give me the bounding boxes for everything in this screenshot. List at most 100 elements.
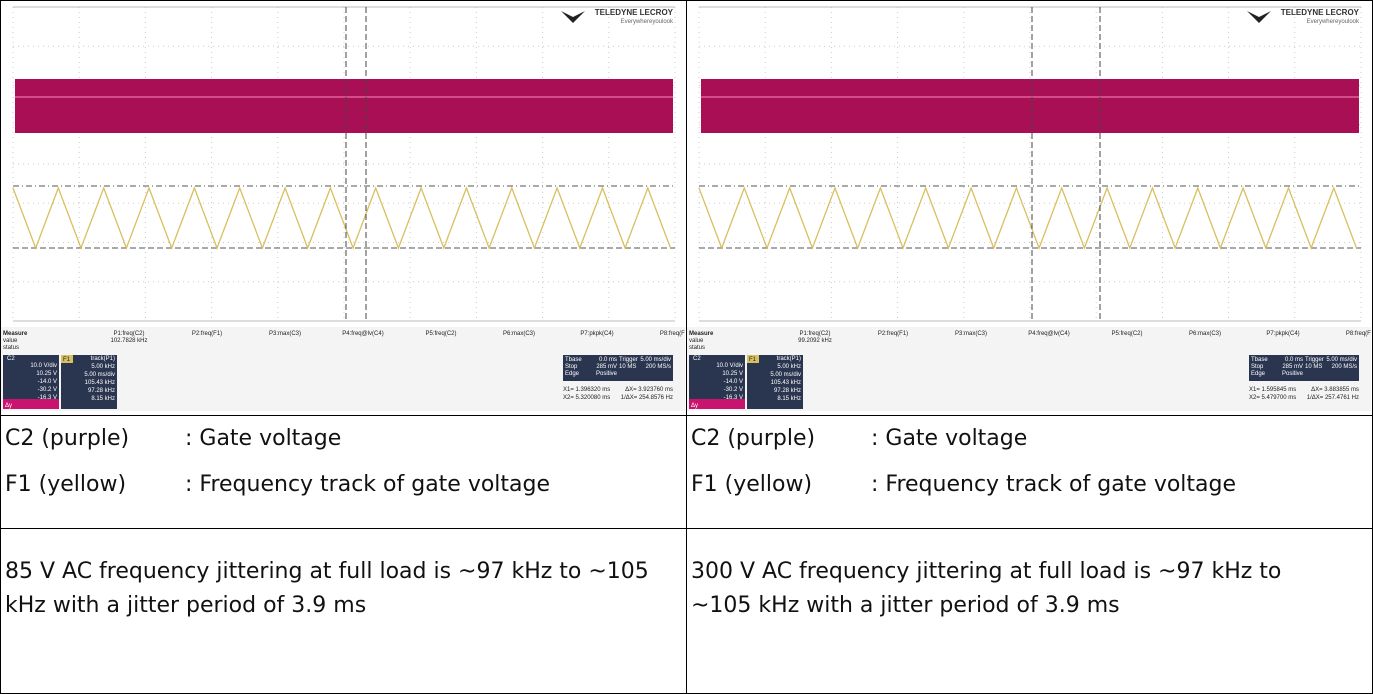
legend-name: F1 (yellow) bbox=[691, 472, 813, 497]
c2-name: C2 bbox=[7, 356, 15, 362]
cursor-readout: X1= 1.396320 ms bbox=[563, 387, 610, 393]
legend-name: C2 (purple) bbox=[5, 426, 130, 451]
f1-line: track(P1) bbox=[777, 356, 801, 362]
scope-screen: TELEDYNE LECROY Everywhereyoulook Measurev… bbox=[687, 1, 1373, 411]
caption: 85 V AC frequency jittering at full load… bbox=[5, 559, 649, 618]
cursor-readout: ΔX= 3.923760 ms bbox=[625, 387, 673, 393]
f1-line: track(P1) bbox=[91, 356, 115, 362]
gate-voltage-trace bbox=[701, 79, 1359, 133]
cursor-readout: 1/ΔX= 254.8576 Hz bbox=[621, 395, 673, 401]
scope-cell: TELEDYNE LECROY Everywhereyoulook Measure v… bbox=[686, 0, 1373, 416]
timebase-text: 285 mV bbox=[596, 364, 617, 370]
param-label: P6:max(C3) bbox=[503, 331, 535, 337]
legend-row: F1 (yellow): Frequency track of gate vol… bbox=[5, 462, 686, 508]
tagline: Everywhereyoulook bbox=[1307, 19, 1360, 25]
scope-cell: TELEDYNE LECROY Everywhereyoulook Measure v… bbox=[0, 0, 690, 416]
f1-line: 105.43 kHz bbox=[85, 380, 115, 386]
c2-box-accent bbox=[3, 399, 59, 409]
timebase-box bbox=[1249, 355, 1359, 381]
gate-voltage-trace bbox=[15, 79, 673, 133]
tagline: Everywhereyoulook bbox=[621, 19, 674, 25]
scope-screen: TELEDYNE LECROY Everywhereyoulook Measurev… bbox=[1, 1, 690, 411]
f1-name: F1 bbox=[63, 357, 71, 363]
timebase-text: 5.00 ms/div bbox=[1326, 357, 1357, 363]
f1-line: 105.43 kHz bbox=[771, 380, 801, 386]
timebase-text: Tbase bbox=[1251, 357, 1268, 363]
f1-line: 97.28 kHz bbox=[774, 388, 801, 394]
c2-line: -16.3 V bbox=[724, 395, 743, 401]
f1-line: 5.00 ms/div bbox=[770, 372, 801, 378]
param-label: P2:freq(F1) bbox=[878, 331, 908, 337]
legend-name: F1 (yellow) bbox=[5, 472, 127, 497]
param-label: P8:freq(F1) bbox=[1346, 331, 1371, 337]
timebase-text: Trigger bbox=[619, 357, 638, 363]
frequency-track-trace bbox=[698, 186, 1358, 250]
c2-line: -16.3 V bbox=[38, 395, 57, 401]
measure-label: value bbox=[689, 338, 704, 344]
legend-row: F1 (yellow) : Frequency track of gate vol… bbox=[691, 462, 1372, 508]
param-label: P3:max(C3) bbox=[269, 331, 301, 337]
frequency-track-trace bbox=[12, 186, 672, 250]
c2-box-accent bbox=[689, 399, 745, 409]
caption: 300 V AC frequency jittering at full loa… bbox=[691, 559, 1282, 618]
legend-desc: : Frequency track of gate voltage bbox=[871, 472, 1237, 497]
f1-line: 5.00 kHz bbox=[91, 364, 115, 370]
legend-cell: C2 (purple): Gate voltage F1 (yellow): Fr… bbox=[686, 415, 1373, 529]
f1-name: F1 bbox=[749, 357, 757, 363]
timebase-text: 285 mV bbox=[1282, 364, 1303, 370]
timebase-text: 10 MS bbox=[1305, 364, 1322, 370]
brand: TELEDYNE LECROY bbox=[595, 8, 674, 17]
param-label: P6:max(C3) bbox=[1189, 331, 1221, 337]
c2-line: -30.2 V bbox=[724, 387, 743, 393]
timebase-text: Edge bbox=[1251, 371, 1266, 377]
c2-line: 10.0 V/div bbox=[716, 363, 743, 369]
c2-line: 10.25 V bbox=[722, 371, 743, 377]
f1-box bbox=[747, 355, 803, 409]
f1-line: 5.00 kHz bbox=[777, 364, 801, 370]
c2-line: -14.0 V bbox=[724, 379, 743, 385]
param-label: P4:freq@lv(C4) bbox=[1028, 331, 1069, 337]
measure-label: status bbox=[689, 345, 705, 351]
timebase-text: 10 MS bbox=[619, 364, 636, 370]
param-label: P2:freq(F1) bbox=[192, 331, 222, 337]
legend-desc: : Gate voltage bbox=[185, 426, 342, 451]
timebase-box bbox=[563, 355, 673, 381]
param-label: P5:freq(C2) bbox=[425, 331, 456, 337]
param-label: P1:freq(C2) bbox=[799, 331, 830, 337]
param-value: 102.7828 kHz bbox=[110, 338, 147, 344]
f1-line: 8.15 kHz bbox=[777, 396, 801, 402]
f1-line: 97.28 kHz bbox=[88, 388, 115, 394]
timebase-text: Trigger bbox=[1305, 357, 1324, 363]
f1-tag bbox=[747, 355, 759, 363]
c2-line: 10.25 V bbox=[36, 371, 57, 377]
dy-label: Δy bbox=[5, 403, 12, 409]
measure-label: Measure bbox=[3, 331, 28, 337]
timebase-text: 0.0 ms bbox=[599, 357, 617, 363]
timebase-text: Stop bbox=[565, 364, 578, 370]
param-label: P5:freq(C2) bbox=[1111, 331, 1142, 337]
f1-box bbox=[61, 355, 117, 409]
legend-row: C2 (purple) : Gate voltage bbox=[5, 416, 686, 462]
brand-logo bbox=[1247, 11, 1271, 23]
caption-cell: 300 V AC frequency jittering at full loa… bbox=[686, 528, 1373, 694]
param-label: P4:freq@lv(C4) bbox=[342, 331, 383, 337]
param-label: P1:freq(C2) bbox=[113, 331, 144, 337]
param-label: P7:pkpk(C4) bbox=[1266, 331, 1299, 337]
c2-name: C2 bbox=[693, 356, 701, 362]
legend-desc: : Gate voltage bbox=[871, 426, 1028, 451]
c2-line: -30.2 V bbox=[38, 387, 57, 393]
c2-line: -14.0 V bbox=[38, 379, 57, 385]
timebase-text: Positive bbox=[1282, 371, 1304, 377]
param-label: P8:freq(F1) bbox=[660, 331, 685, 337]
timebase-text: 0.0 ms bbox=[1285, 357, 1303, 363]
timebase-text: 5.00 ms/div bbox=[640, 357, 671, 363]
param-label: P3:max(C3) bbox=[955, 331, 987, 337]
cursor-readout: X2= 5.479700 ms bbox=[1249, 395, 1296, 401]
measure-label: value bbox=[3, 338, 18, 344]
f1-line: 5.00 ms/div bbox=[84, 372, 115, 378]
param-value: 99.2092 kHz bbox=[798, 338, 832, 344]
legend-cell: C2 (purple) : Gate voltage F1 (yellow): Fr… bbox=[0, 415, 687, 529]
caption-cell: 85 V AC frequency jittering at full load… bbox=[0, 528, 687, 694]
timebase-text: Positive bbox=[596, 371, 618, 377]
